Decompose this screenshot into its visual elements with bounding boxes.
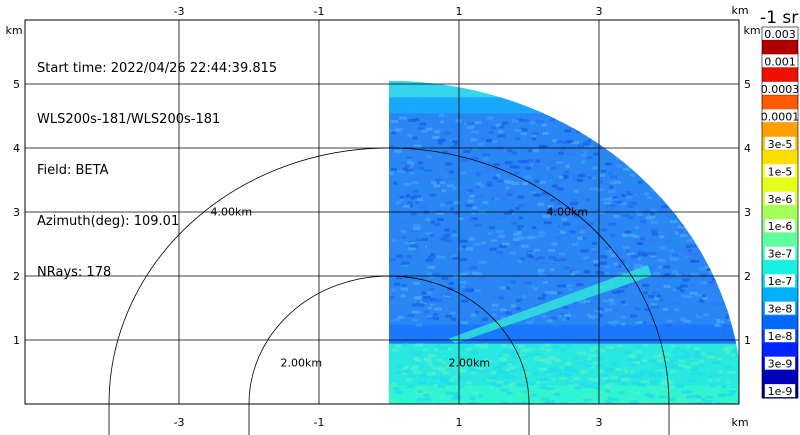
scan-band-5 — [389, 80, 739, 98]
colorbar-swatch — [762, 95, 798, 110]
x-tick-label-top: -1 — [314, 5, 325, 18]
scan-band-2 — [389, 324, 739, 344]
colorbar-swatch — [762, 205, 798, 220]
colorbar-label-bg — [764, 246, 796, 260]
x-unit-label-top: km — [731, 4, 748, 17]
x-tick-label-bottom: 3 — [596, 416, 603, 429]
colorbar-tick-label: 0.0001 — [761, 110, 800, 123]
colorbar-tick-label: 3e-8 — [768, 303, 793, 316]
colorbar-frame — [761, 26, 799, 399]
y-tick-label-right: 3 — [744, 206, 751, 219]
y-tick-label-right: 5 — [744, 78, 751, 91]
colorbar-swatch — [762, 178, 798, 193]
x-tick-label-top: -3 — [174, 5, 185, 18]
colorbar-label-bg — [758, 81, 800, 95]
x-tick-label-bottom: -3 — [174, 416, 185, 429]
y-tick-label-right: 2 — [744, 270, 751, 283]
colorbar-swatch — [762, 68, 798, 83]
colorbar-swatch — [762, 370, 798, 385]
y-tick-label-left: 1 — [13, 334, 20, 347]
colorbar-tick-label: 3e-9 — [768, 358, 793, 371]
colorbar-label-bg — [764, 191, 796, 205]
colorbar-swatch — [762, 233, 798, 248]
y-tick-label-left: 5 — [13, 78, 20, 91]
colorbar-tick-label: 0.001 — [764, 55, 796, 68]
range-ring — [108, 147, 670, 435]
colorbar: 0.003 0.001 0.0003 0.0001 3e-5 1e-5 3e-6 1e-6 3e… — [758, 26, 800, 399]
range-ring — [248, 275, 530, 435]
colorbar-label-bg — [764, 384, 796, 398]
y-tick-label-left: 3 — [13, 206, 20, 219]
x-tick-label-bottom: -1 — [314, 416, 325, 429]
colorbar-label-bg — [764, 301, 796, 315]
colorbar-swatch — [762, 288, 798, 303]
colorbar-tick-label: 3e-5 — [768, 138, 793, 151]
colorbar-tick-label: 1e-6 — [768, 220, 793, 233]
colorbar-label-bg — [761, 54, 799, 68]
colorbar-tick-label: 0.003 — [764, 28, 796, 41]
colorbar-label-bg — [761, 26, 799, 40]
colorbar-title: -1 sr — [760, 8, 799, 28]
scan-band-4 — [389, 96, 739, 114]
x-tick-label-top: 1 — [456, 5, 463, 18]
x-tick-label-top: 3 — [596, 5, 603, 18]
colorbar-label-bg — [764, 274, 796, 288]
plot-frame — [24, 19, 740, 405]
colorbar-swatch — [762, 40, 798, 55]
colorbar-label-bg — [764, 164, 796, 178]
colorbar-tick-label: 0.0003 — [761, 83, 800, 96]
x-unit-label-bottom: km — [731, 416, 748, 429]
colorbar-swatch — [762, 123, 798, 138]
colorbar-swatch — [762, 150, 798, 165]
colorbar-tick-label: 1e-7 — [768, 275, 793, 288]
y-unit-label-left: km — [5, 24, 22, 37]
colorbar-label-bg — [764, 136, 796, 150]
colorbar-swatch — [762, 260, 798, 275]
range-rings: 2.00km 2.00km 4.00km 4.00km — [108, 147, 670, 435]
y-unit-label-right: km — [743, 24, 760, 37]
y-tick-label-right: 1 — [744, 334, 751, 347]
colorbar-label-bg — [764, 329, 796, 343]
colorbar-tick-label: 1e-5 — [768, 165, 793, 178]
range-ring-label: 4.00km — [547, 205, 589, 218]
colorbar-tick-label: 1e-9 — [768, 385, 793, 398]
y-tick-label-right: 4 — [744, 142, 751, 155]
range-ring-label: 4.00km — [211, 205, 253, 218]
colorbar-tick-label: 3e-6 — [768, 193, 793, 206]
x-tick-label-bottom: 1 — [456, 416, 463, 429]
colorbar-label-bg — [764, 219, 796, 233]
range-ring-label: 2.00km — [281, 357, 323, 370]
colorbar-tick-label: 1e-8 — [768, 330, 793, 343]
y-tick-label-left: 4 — [13, 142, 20, 155]
colorbar-label-bg — [758, 109, 800, 123]
scan-streak — [448, 265, 652, 344]
colorbar-label-bg — [764, 356, 796, 370]
beta-scan-sector — [389, 80, 739, 404]
range-ring-label: 2.00km — [449, 357, 491, 370]
colorbar-swatch — [762, 343, 798, 358]
axis-tick-labels: -3 -3 -1 -1 1 1 3 3 1 1 2 2 3 3 4 4 5 5 km km km km — [5, 4, 760, 429]
colorbar-tick-label: 3e-7 — [768, 248, 793, 261]
colorbar-swatch — [762, 315, 798, 330]
y-tick-label-left: 2 — [13, 270, 20, 283]
